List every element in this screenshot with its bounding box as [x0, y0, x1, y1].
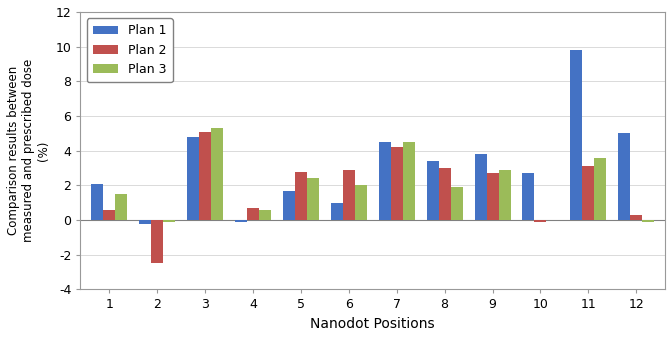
Bar	[343, 170, 355, 220]
Y-axis label: Comparison results between
measured and prescribed dose
(%): Comparison results between measured and …	[7, 59, 50, 242]
Bar	[139, 220, 151, 223]
Bar	[103, 210, 115, 220]
Bar	[487, 173, 499, 220]
X-axis label: Nanodot Positions: Nanodot Positions	[310, 317, 435, 331]
Bar	[427, 161, 439, 220]
Bar	[439, 168, 451, 220]
Bar	[642, 220, 655, 222]
Bar	[523, 173, 534, 220]
Bar	[403, 142, 415, 220]
Bar	[91, 184, 103, 220]
Bar	[331, 203, 343, 220]
Bar	[379, 142, 390, 220]
Bar	[235, 220, 247, 222]
Bar	[534, 220, 546, 222]
Bar	[283, 191, 295, 220]
Bar	[594, 158, 606, 220]
Bar	[163, 220, 175, 222]
Bar	[307, 178, 319, 220]
Bar	[630, 215, 642, 220]
Bar	[295, 171, 307, 220]
Bar	[355, 186, 367, 220]
Bar	[571, 50, 583, 220]
Bar	[199, 131, 211, 220]
Legend: Plan 1, Plan 2, Plan 3: Plan 1, Plan 2, Plan 3	[87, 18, 173, 82]
Bar	[390, 147, 403, 220]
Bar	[211, 128, 223, 220]
Bar	[474, 154, 487, 220]
Bar	[583, 166, 594, 220]
Bar	[499, 170, 511, 220]
Bar	[115, 194, 127, 220]
Bar	[187, 137, 199, 220]
Bar	[618, 134, 630, 220]
Bar	[247, 208, 259, 220]
Bar	[451, 187, 462, 220]
Bar	[259, 210, 271, 220]
Bar	[151, 220, 163, 263]
